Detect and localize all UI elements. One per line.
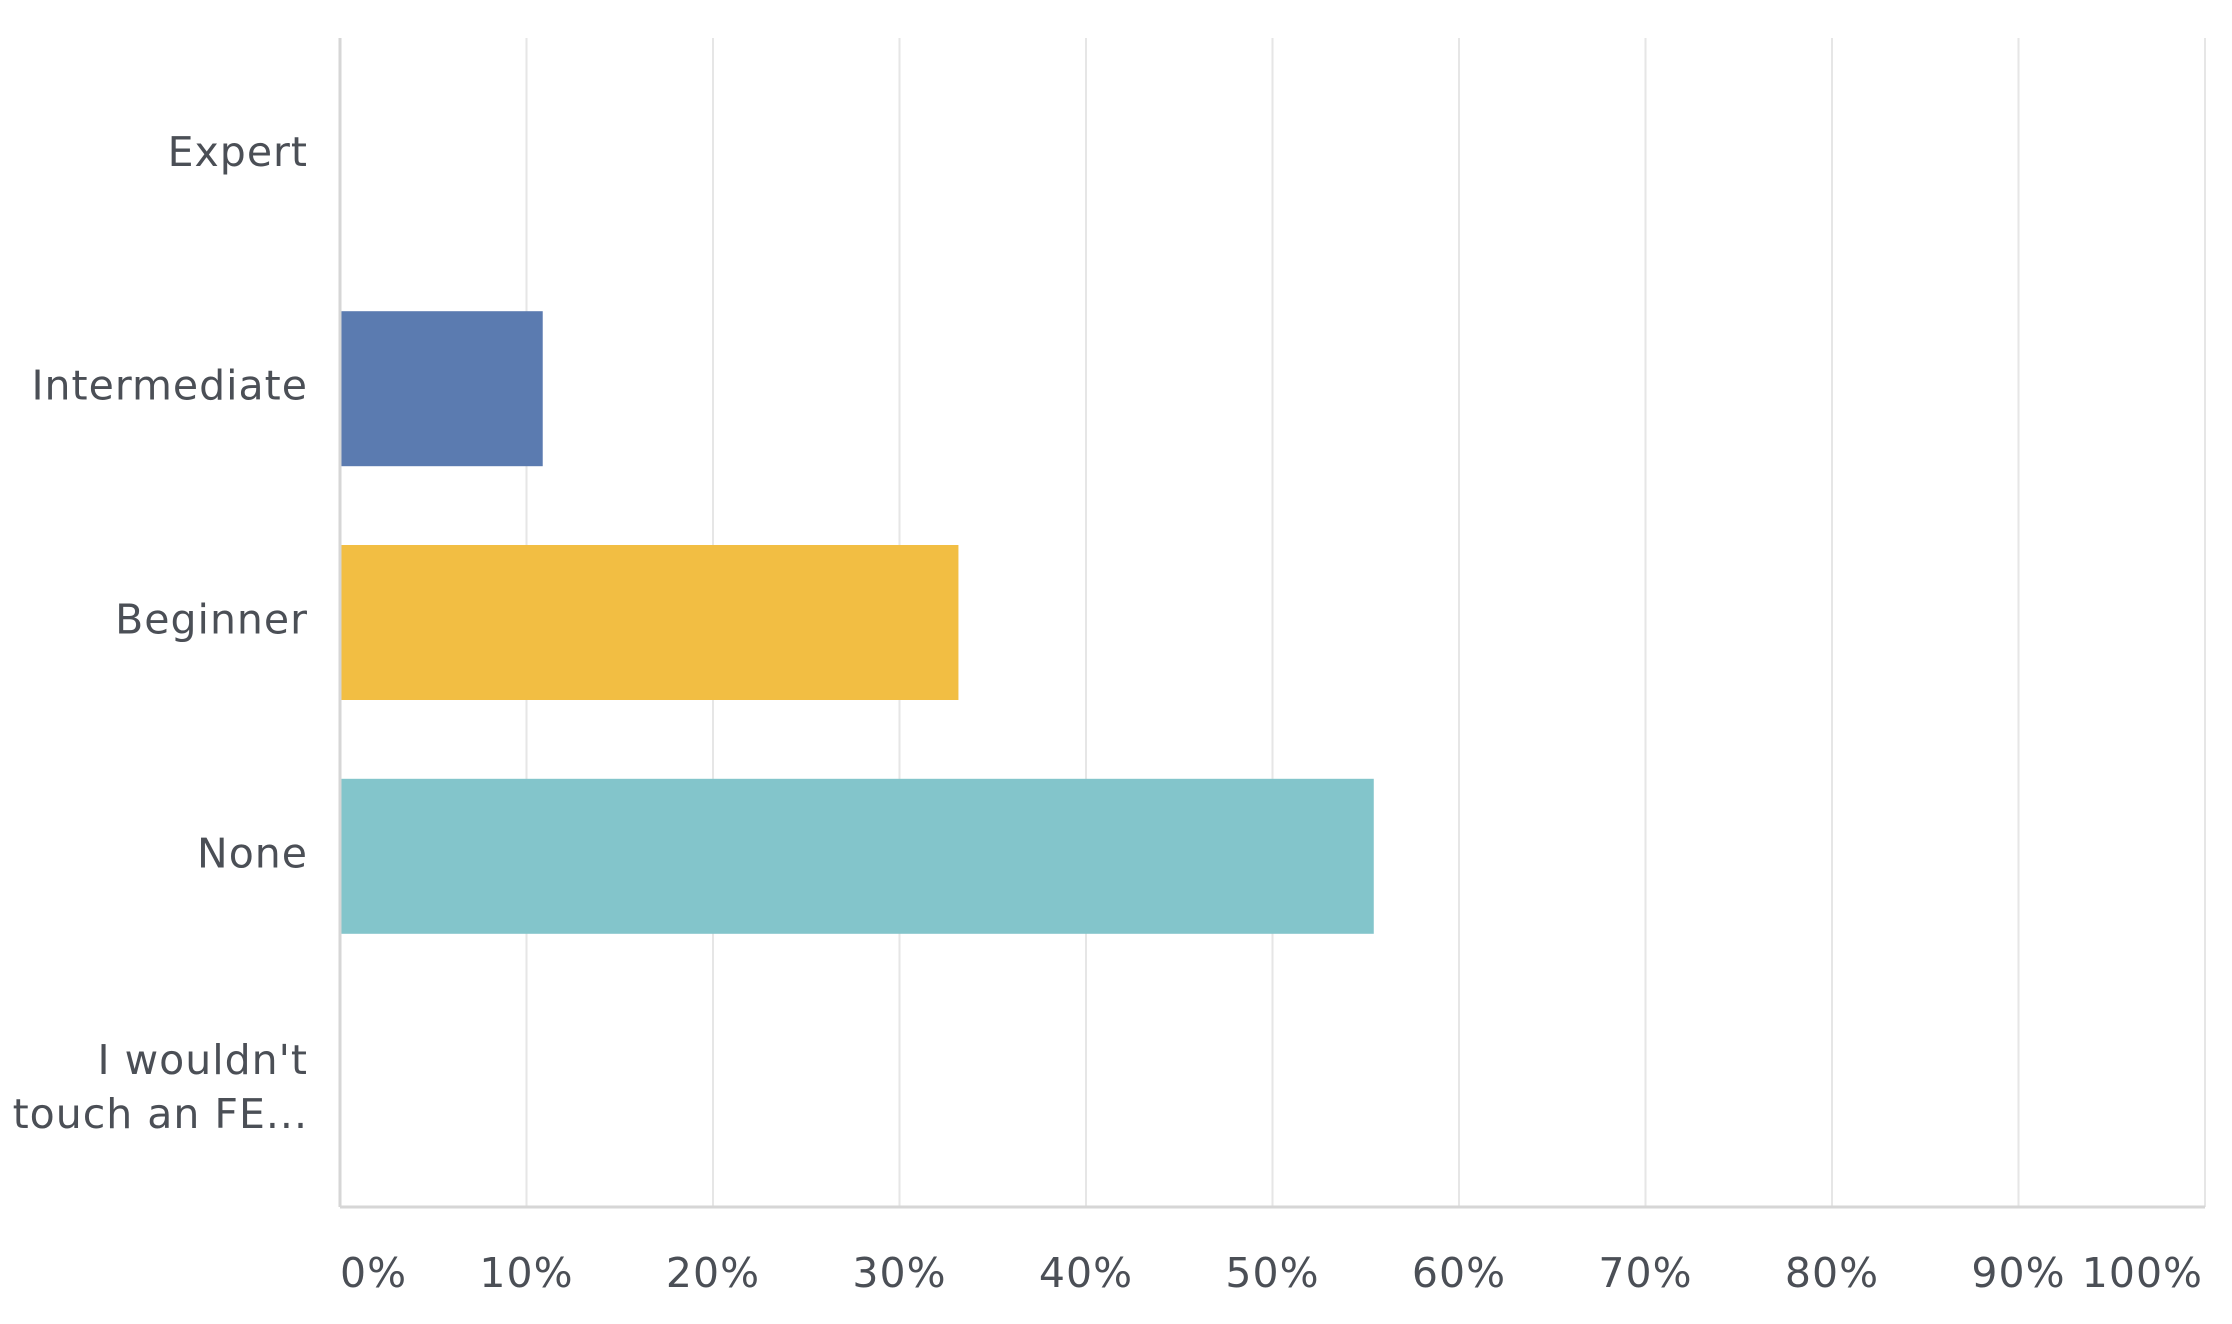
x-tick-label-6: 60%: [1412, 1249, 1506, 1297]
x-tick-label-5: 50%: [1225, 1249, 1319, 1297]
bar-1[interactable]: [340, 311, 543, 467]
x-tick-label-7: 70%: [1598, 1249, 1692, 1297]
x-tick-label-1: 10%: [479, 1249, 573, 1297]
x-tick-label-8: 80%: [1785, 1249, 1879, 1297]
category-label-1: Intermediate: [31, 362, 308, 410]
x-tick-label-3: 30%: [852, 1249, 946, 1297]
x-tick-label-2: 20%: [666, 1249, 760, 1297]
category-label-3: None: [197, 829, 308, 877]
x-tick-label-4: 40%: [1039, 1249, 1133, 1297]
x-tick-label-9: 90%: [1971, 1249, 2065, 1297]
x-tick-label-10: 100%: [2082, 1249, 2203, 1297]
bar-2[interactable]: [340, 545, 959, 700]
category-label-4-line-0: I wouldn't: [98, 1036, 308, 1084]
category-label-0: Expert: [168, 128, 308, 176]
category-label-2: Beginner: [115, 596, 308, 644]
x-tick-label-0: 0%: [340, 1249, 407, 1297]
bar-3[interactable]: [340, 778, 1374, 934]
category-label-4-line-1: touch an FE...: [13, 1090, 308, 1138]
